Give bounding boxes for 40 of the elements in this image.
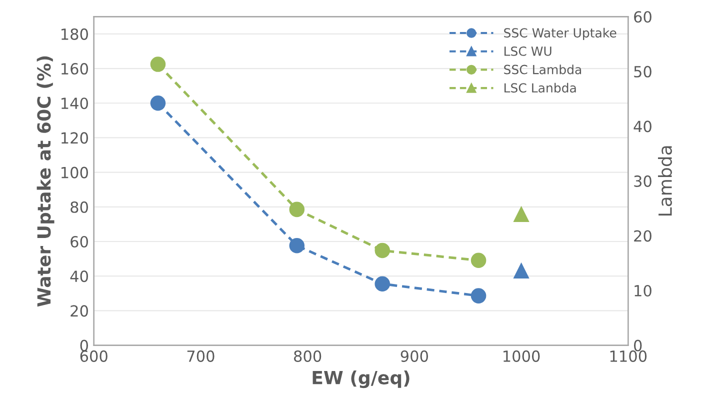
legend-label: SSC Water Uptake: [504, 28, 616, 40]
y2-tick-label: 10: [634, 284, 652, 297]
legend-label: LSC WU: [504, 46, 552, 56]
point: [150, 56, 166, 72]
x-tick-label: 800: [294, 350, 322, 362]
y-tick-label: 0: [80, 340, 88, 352]
y-tick-label: 40: [70, 270, 88, 282]
y-tick-label: 100: [62, 166, 88, 178]
point: [470, 288, 486, 304]
point: [514, 206, 529, 222]
x-tick-label: 700: [187, 350, 214, 362]
y-tick-label: 140: [62, 98, 88, 110]
y-tick-label: 80: [70, 201, 88, 213]
y-tick-label: 20: [70, 305, 88, 317]
x-tick-label: 1000: [504, 350, 540, 362]
legend-label: LSC Lanbda: [504, 82, 576, 93]
point: [150, 95, 166, 111]
y2-tick-label: 20: [634, 230, 652, 242]
legend-label: SSC Lambda: [504, 64, 582, 74]
y2-tick-label: 30: [634, 175, 652, 187]
y-tick-label: 60: [70, 236, 88, 248]
point: [514, 263, 529, 279]
y2-tick-label: 0: [634, 340, 642, 352]
point: [289, 238, 305, 254]
point: [374, 276, 390, 292]
y-tick-label: 120: [62, 132, 88, 144]
y-tick-label: 160: [62, 62, 88, 75]
x-axis-title: EW (g/eq): [312, 370, 410, 388]
y-tick-label: 180: [62, 28, 88, 40]
y2-tick-label: 60: [634, 11, 652, 23]
x-tick-label: 900: [400, 350, 428, 362]
y2-axis-title: Lambda: [658, 146, 672, 216]
point: [374, 242, 390, 258]
y-axis-title: Water Uptake at 60C (%): [36, 56, 54, 307]
x-tick-label: 600: [80, 350, 108, 362]
y2-tick-label: 40: [634, 120, 652, 132]
point: [470, 252, 486, 268]
point: [289, 202, 305, 218]
x-tick-label: 1100: [610, 350, 647, 362]
y2-tick-label: 50: [634, 66, 652, 78]
